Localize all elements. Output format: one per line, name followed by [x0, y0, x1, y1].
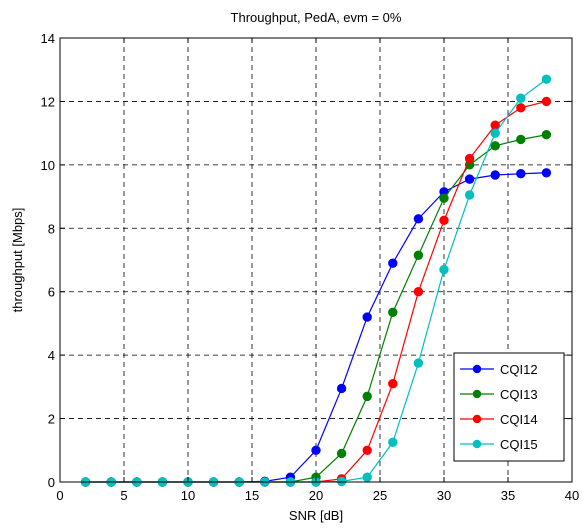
data-point: [464, 153, 475, 164]
data-point: [388, 258, 398, 268]
data-point: [464, 190, 475, 200]
x-tick-label: 15: [245, 488, 259, 503]
legend-marker: [472, 439, 482, 449]
data-point: [541, 168, 552, 178]
chart-title: Throughput, PedA, evm = 0%: [231, 10, 402, 25]
axis-ticks: 0 5 10 15 20 25 30 35 40 0 2 4 6 8 10 12 14: [41, 31, 580, 503]
data-point: [388, 307, 398, 318]
y-tick-label: 4: [48, 348, 55, 363]
x-tick-label: 10: [181, 488, 195, 503]
x-axis-label: SNR [dB]: [289, 508, 343, 523]
data-point: [516, 93, 526, 103]
x-tick-label: 40: [565, 488, 579, 503]
data-point: [362, 391, 372, 402]
y-tick-label: 14: [41, 31, 55, 46]
data-point: [439, 193, 449, 203]
y-tick-label: 12: [41, 94, 55, 109]
data-point: [490, 128, 500, 138]
legend-label: CQI13: [500, 387, 538, 402]
y-tick-label: 10: [41, 158, 55, 173]
data-point: [413, 250, 424, 260]
y-axis-label: throughput [Mbps]: [10, 208, 25, 313]
data-point: [541, 130, 552, 140]
legend: CQI12 CQI13 CQI14 CQI15: [453, 352, 565, 462]
data-point: [490, 141, 500, 151]
legend-box: [453, 352, 565, 462]
data-point: [516, 169, 526, 179]
data-point: [388, 378, 398, 389]
legend-label: CQI14: [500, 412, 538, 427]
data-point: [541, 74, 552, 84]
data-point: [362, 445, 372, 455]
data-point: [413, 358, 424, 368]
data-point: [413, 287, 424, 297]
x-tick-label: 5: [120, 488, 127, 503]
y-tick-label: 0: [48, 475, 55, 490]
data-point: [516, 134, 526, 145]
data-point: [336, 383, 347, 394]
x-tick-label: 25: [373, 488, 387, 503]
legend-label: CQI12: [500, 362, 538, 377]
data-point: [464, 174, 475, 184]
legend-marker: [472, 389, 482, 399]
data-point: [439, 264, 449, 275]
x-tick-label: 35: [501, 488, 515, 503]
data-point: [439, 215, 449, 226]
data-point: [362, 312, 372, 322]
data-point: [362, 472, 372, 482]
x-tick-label: 20: [309, 488, 323, 503]
data-point: [336, 476, 347, 487]
data-point: [311, 445, 321, 455]
data-point: [413, 214, 424, 224]
data-point: [516, 103, 526, 113]
data-point: [336, 448, 347, 459]
data-point: [388, 437, 398, 448]
x-tick-label: 30: [437, 488, 451, 503]
y-tick-label: 2: [48, 412, 55, 427]
legend-label: CQI15: [500, 437, 538, 452]
legend-marker: [472, 364, 482, 374]
x-tick-label: 0: [56, 488, 63, 503]
y-tick-label: 8: [48, 221, 55, 236]
legend-marker: [472, 414, 482, 424]
data-point: [490, 170, 500, 180]
data-point: [541, 96, 552, 107]
y-tick-label: 6: [48, 285, 55, 300]
